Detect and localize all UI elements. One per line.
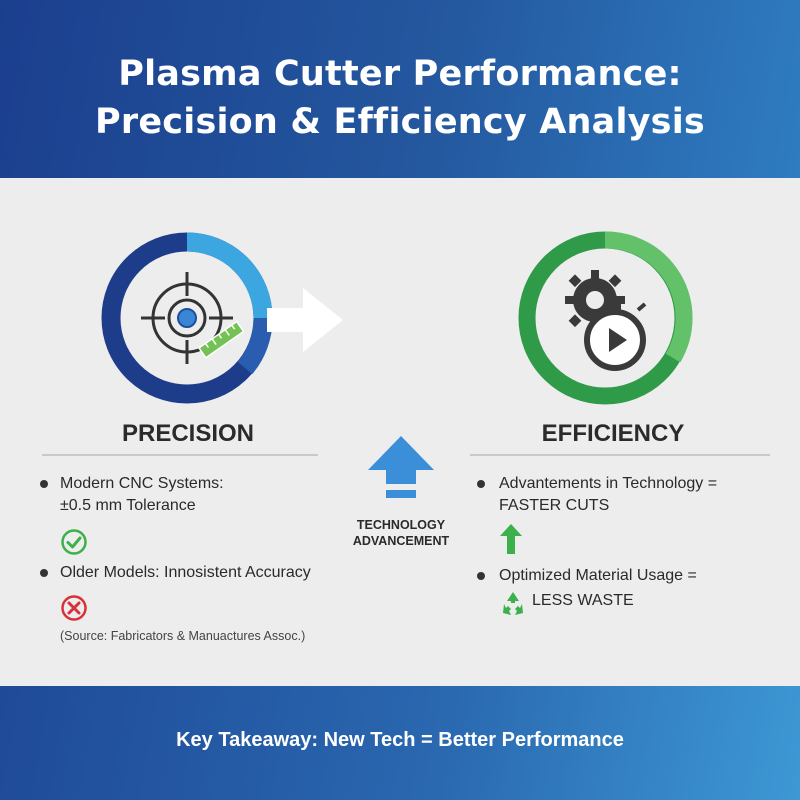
right-arrow-icon	[267, 288, 343, 352]
recycle-icon	[503, 592, 523, 615]
bullet-dot	[477, 480, 485, 488]
x-circle-icon	[61, 595, 87, 621]
page-title-line-2: Precision & Efficiency Analysis	[95, 102, 705, 142]
efficiency-item-2-label: Optimized Material Usage =	[499, 567, 697, 584]
stopwatch-icon	[584, 302, 647, 371]
efficiency-item-1-label: Advantements in Technology =	[499, 475, 718, 492]
bullet-dot	[40, 480, 48, 488]
efficiency-item-2-detail: LESS WASTE	[532, 592, 634, 609]
efficiency-ring-light	[604, 231, 693, 363]
efficiency-divider	[470, 454, 770, 456]
page-title-line-1: Plasma Cutter Performance:	[118, 54, 682, 94]
precision-ring-midblue	[237, 317, 273, 375]
efficiency-item-1: Advantements in Technology = FASTER CUTS	[499, 473, 794, 517]
bullet-dot	[477, 572, 485, 580]
precision-item-2-label: Older Models: Innosistent Accuracy	[60, 564, 311, 581]
footer-banner: Key Takeaway: New Tech = Better Performa…	[0, 686, 800, 800]
key-takeaway: Key Takeaway: New Tech = Better Performa…	[176, 729, 624, 751]
target-crosshair-icon	[141, 272, 233, 364]
up-arrow-icon	[368, 436, 434, 498]
efficiency-ring-graphic	[518, 231, 693, 405]
precision-ring-graphic	[101, 232, 343, 404]
ruler-icon	[197, 320, 245, 359]
check-circle-icon	[61, 529, 87, 555]
tech-label-line-2: ADVANCEMENT	[352, 534, 450, 548]
green-up-arrow-icon	[500, 524, 522, 554]
precision-item-1: Modern CNC Systems: ±0.5 mm Tolerance	[60, 473, 340, 517]
precision-heading: PRECISION	[121, 420, 255, 447]
precision-item-1-label: Modern CNC Systems:	[60, 475, 224, 492]
efficiency-heading: EFFICIENCY	[541, 420, 685, 447]
main-content: PRECISION EFFICIENCY Modern CNC Systems:…	[0, 178, 800, 686]
precision-ring-lightblue	[186, 232, 273, 319]
source-note: (Source: Fabricators & Manuactures Assoc…	[60, 629, 306, 643]
bullet-dot	[40, 569, 48, 577]
tech-label-line-1: TECHNOLOGY	[356, 518, 446, 532]
precision-divider	[42, 454, 318, 456]
precision-item-1-detail: ±0.5 mm Tolerance	[60, 497, 196, 514]
efficiency-item-1-detail: FASTER CUTS	[499, 497, 610, 514]
technology-advancement-label: TECHNOLOGY ADVANCEMENT	[331, 517, 471, 549]
header-banner: Plasma Cutter Performance: Precision & E…	[0, 0, 800, 178]
